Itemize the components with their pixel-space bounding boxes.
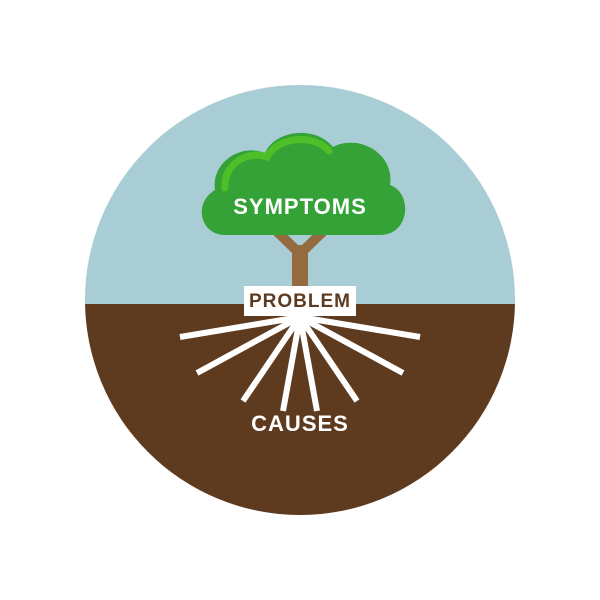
ground-region <box>85 304 515 515</box>
problem-label: PROBLEM <box>249 291 351 313</box>
causes-label: CAUSES <box>251 411 349 437</box>
circle-frame: SYMPTOMS PROBLEM CAUSES <box>85 85 515 515</box>
root-cause-diagram: SYMPTOMS PROBLEM CAUSES <box>85 85 515 515</box>
symptoms-label: SYMPTOMS <box>233 194 367 220</box>
